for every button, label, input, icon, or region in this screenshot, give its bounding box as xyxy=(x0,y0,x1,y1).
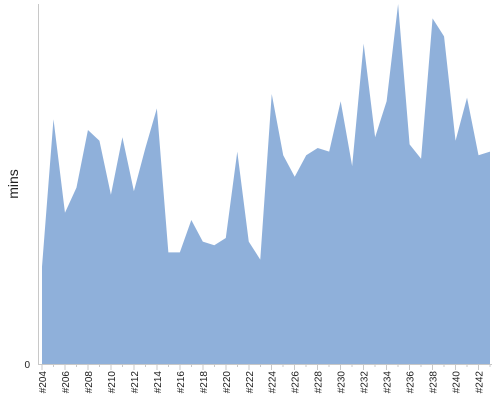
x-tick-label: #218 xyxy=(199,371,210,394)
x-tick-label: #234 xyxy=(383,371,394,394)
x-ticks: #204 #206 #208 #210 #212 #214 #216 #218 #220 #222… xyxy=(38,364,491,394)
x-tick-label: #226 xyxy=(291,371,302,394)
area-series xyxy=(42,4,490,364)
x-tick-label: #224 xyxy=(268,371,279,394)
x-tick-label: #208 xyxy=(84,371,95,394)
x-tick-label: #238 xyxy=(429,371,440,394)
x-tick-label: #216 xyxy=(176,371,187,394)
y-ticks: 0 xyxy=(24,360,30,371)
x-tick-label: #236 xyxy=(406,371,417,394)
plot-area xyxy=(42,4,490,364)
x-tick-label: #240 xyxy=(452,371,463,394)
x-tick-label: #228 xyxy=(314,371,325,394)
x-tick-label: #214 xyxy=(153,371,164,394)
x-tick-label: #222 xyxy=(245,371,256,394)
x-tick-label: #242 xyxy=(475,371,486,394)
x-tick-label: #220 xyxy=(222,371,233,394)
axes xyxy=(38,4,492,365)
x-tick-label: #206 xyxy=(61,371,72,394)
x-tick-label: #210 xyxy=(107,371,118,394)
x-tick-label: #204 xyxy=(38,371,49,394)
y-tick-label: 0 xyxy=(24,360,30,371)
y-axis-title: mins xyxy=(5,169,21,199)
x-tick-label: #230 xyxy=(337,371,348,394)
x-tick-label: #212 xyxy=(130,371,141,394)
x-tick-label: #232 xyxy=(360,371,371,394)
